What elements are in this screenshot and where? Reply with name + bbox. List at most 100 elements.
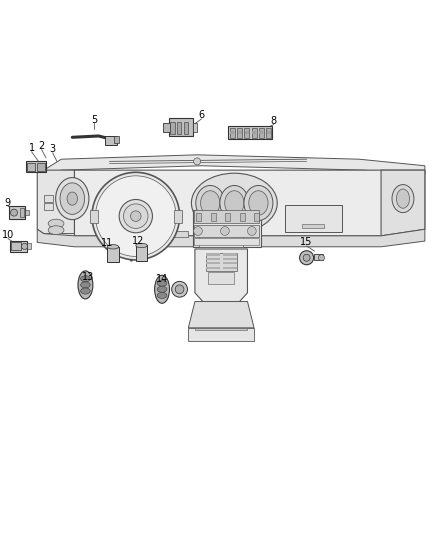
Circle shape bbox=[172, 281, 187, 297]
Circle shape bbox=[194, 227, 202, 236]
Bar bbox=[188, 328, 254, 341]
Polygon shape bbox=[37, 170, 74, 233]
Text: 3: 3 bbox=[49, 144, 56, 154]
Text: 15: 15 bbox=[300, 237, 313, 247]
Ellipse shape bbox=[392, 184, 414, 213]
Bar bbox=[223, 266, 237, 269]
Ellipse shape bbox=[107, 245, 119, 249]
Ellipse shape bbox=[81, 288, 90, 294]
Bar bbox=[199, 236, 243, 247]
Bar bbox=[184, 122, 188, 134]
Bar bbox=[194, 211, 259, 223]
Bar bbox=[9, 206, 25, 219]
Bar bbox=[194, 225, 259, 237]
Bar bbox=[223, 262, 237, 264]
Bar bbox=[206, 253, 220, 255]
Polygon shape bbox=[381, 170, 425, 236]
Bar bbox=[266, 128, 271, 138]
Bar bbox=[225, 213, 230, 221]
Bar bbox=[252, 131, 256, 134]
Circle shape bbox=[318, 255, 325, 261]
Bar bbox=[244, 128, 249, 138]
Bar bbox=[223, 258, 237, 260]
Bar bbox=[238, 131, 242, 134]
Bar bbox=[11, 242, 21, 251]
Bar bbox=[26, 161, 46, 172]
Circle shape bbox=[21, 243, 28, 249]
Bar bbox=[107, 247, 119, 262]
Bar bbox=[145, 231, 188, 237]
Ellipse shape bbox=[157, 286, 167, 292]
Bar bbox=[193, 209, 261, 247]
Bar bbox=[230, 131, 234, 134]
Bar bbox=[206, 262, 220, 264]
Ellipse shape bbox=[196, 185, 225, 221]
Bar bbox=[206, 253, 237, 271]
Text: 10: 10 bbox=[2, 230, 14, 240]
Bar bbox=[163, 123, 170, 133]
Bar bbox=[177, 122, 181, 134]
Polygon shape bbox=[37, 229, 425, 247]
Bar bbox=[170, 122, 175, 134]
Circle shape bbox=[221, 227, 230, 236]
Bar bbox=[302, 224, 324, 228]
Bar bbox=[136, 246, 147, 261]
Bar bbox=[196, 213, 201, 221]
Circle shape bbox=[95, 176, 176, 256]
Bar bbox=[105, 136, 117, 145]
Polygon shape bbox=[74, 170, 425, 236]
Polygon shape bbox=[44, 155, 425, 181]
Bar bbox=[211, 213, 216, 221]
Circle shape bbox=[11, 209, 18, 216]
Bar bbox=[174, 209, 182, 223]
Ellipse shape bbox=[81, 276, 90, 282]
Bar bbox=[90, 209, 98, 223]
Bar bbox=[37, 163, 45, 171]
Circle shape bbox=[124, 204, 148, 229]
Circle shape bbox=[194, 158, 201, 165]
Ellipse shape bbox=[136, 243, 147, 248]
Circle shape bbox=[119, 199, 152, 233]
Ellipse shape bbox=[191, 173, 277, 233]
Circle shape bbox=[300, 251, 314, 265]
Bar bbox=[240, 213, 245, 221]
Bar bbox=[44, 204, 53, 211]
Bar bbox=[314, 254, 323, 260]
Ellipse shape bbox=[67, 192, 78, 205]
Bar bbox=[267, 131, 271, 134]
Bar bbox=[259, 128, 264, 138]
Bar bbox=[25, 211, 29, 215]
Bar bbox=[27, 163, 35, 171]
Text: 8: 8 bbox=[271, 116, 277, 126]
Text: 1: 1 bbox=[28, 143, 35, 154]
Polygon shape bbox=[188, 302, 254, 328]
Circle shape bbox=[131, 211, 141, 221]
Bar bbox=[230, 128, 235, 138]
Circle shape bbox=[92, 172, 180, 260]
Text: 5: 5 bbox=[91, 115, 97, 125]
Bar bbox=[237, 128, 242, 138]
Ellipse shape bbox=[225, 191, 244, 215]
Ellipse shape bbox=[201, 191, 220, 215]
Bar bbox=[285, 205, 342, 232]
Ellipse shape bbox=[81, 282, 90, 288]
Text: 11: 11 bbox=[101, 238, 113, 248]
Text: 6: 6 bbox=[198, 110, 205, 120]
Ellipse shape bbox=[48, 226, 64, 235]
Bar bbox=[254, 213, 259, 221]
Ellipse shape bbox=[48, 219, 64, 228]
Bar bbox=[252, 128, 257, 138]
Bar bbox=[195, 328, 247, 330]
Bar bbox=[228, 126, 272, 140]
Ellipse shape bbox=[78, 271, 93, 299]
Ellipse shape bbox=[396, 189, 410, 208]
Ellipse shape bbox=[157, 280, 167, 286]
Text: 12: 12 bbox=[132, 236, 144, 246]
Bar bbox=[206, 266, 220, 269]
Bar bbox=[20, 208, 24, 217]
Bar bbox=[206, 258, 220, 260]
Bar bbox=[223, 253, 237, 255]
Text: 2: 2 bbox=[39, 141, 45, 151]
Bar bbox=[193, 123, 197, 133]
Bar bbox=[44, 195, 53, 201]
